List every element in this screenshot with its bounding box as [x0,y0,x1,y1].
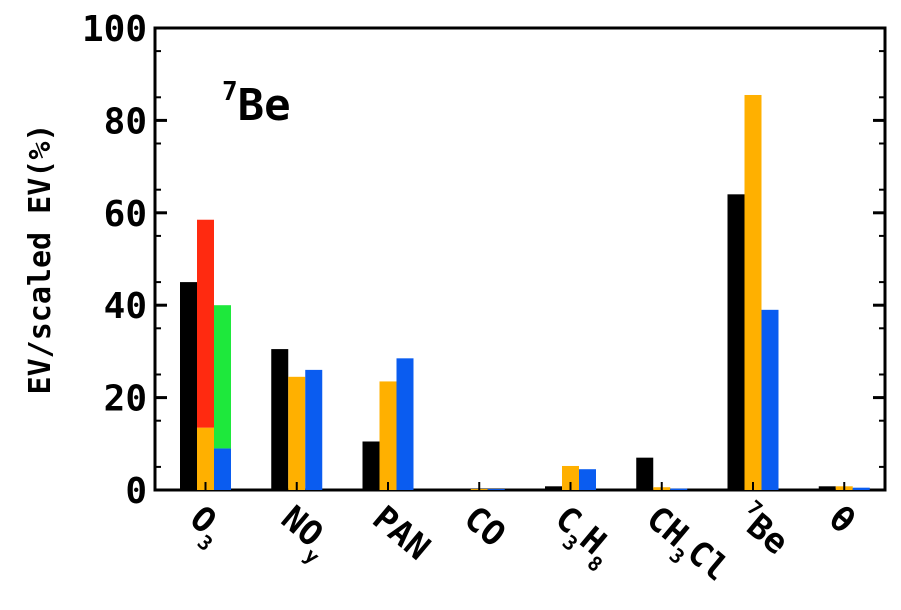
bar-NOy-orange [288,376,306,490]
bar-θ-blue [852,487,870,490]
x-tick-label-base: CH [638,498,695,555]
bar-NOy-black [271,349,289,490]
bar-O3-blue [214,448,231,490]
bar-C3H8-orange [562,465,579,490]
bar-C3H8-black [545,486,562,490]
x-tick-label: CO [456,498,513,555]
x-tick-label-base: NO [273,498,330,555]
bars [180,94,870,491]
bar-7Be-orange [744,94,762,491]
y-tick-label: 100 [82,9,147,50]
y-tick-label: 20 [104,379,147,420]
bar-O3-green [214,305,231,449]
bar-C3H8-blue [579,469,596,490]
bar-7Be-blue [761,309,779,490]
x-tick-label: C3H8 [542,498,623,577]
bar-CH3Cl-black [636,457,654,490]
annotation-text: Be [238,80,291,131]
bar-NOy-blue [305,369,323,490]
bar-7Be-black [727,194,745,490]
plot-frame [153,26,887,492]
bar-PAN-orange [379,381,397,490]
x-tick-label-base: θ [821,498,862,542]
annotation-superscript: 7 [222,77,238,107]
bar-PAN-black [362,441,380,490]
bar-O3-red [197,219,214,428]
x-tick-label: θ [821,498,862,542]
x-tick-label-base: CO [456,498,513,555]
x-tick-label-base: PAN [365,498,438,568]
x-tick-label-mid: Cl [679,532,736,589]
y-axis-label: EV/scaled EV(%) [23,124,58,395]
bar-PAN-blue [396,358,414,490]
y-tick-label: 60 [104,194,147,235]
y-axis: 0 20 40 60 80 100 [82,9,885,512]
bar-O3-black [180,282,197,490]
bar-O3-orange [197,427,214,490]
bar-CH3Cl-blue [670,488,688,490]
chart-annotation: 7Be [222,77,291,131]
x-tick-label: CH3Cl [633,498,736,595]
y-tick-label: 80 [104,101,147,142]
x-tick-label: NOy [268,498,339,569]
y-tick-label: 40 [104,286,147,327]
bar-θ-black [818,486,836,490]
x-tick-label: O3 [177,498,233,556]
x-tick-label: PAN [365,498,438,568]
x-tick-label: 7Be [730,495,799,563]
y-tick-label: 0 [125,471,147,512]
bar-CO-blue [487,489,505,490]
